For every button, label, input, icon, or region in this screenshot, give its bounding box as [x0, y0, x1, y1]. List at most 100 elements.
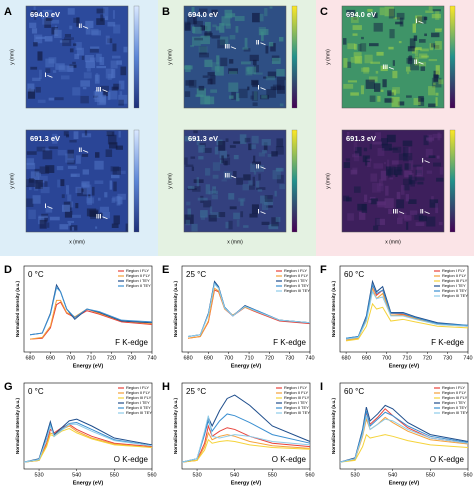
map-texture	[263, 142, 268, 151]
map-texture	[402, 140, 413, 147]
series-line	[339, 415, 469, 463]
map-texture	[204, 31, 212, 38]
map-texture	[113, 181, 117, 192]
map-texture	[243, 48, 251, 52]
map-texture	[81, 133, 92, 138]
annotation: F K-edge	[273, 338, 306, 347]
map-texture	[392, 70, 398, 79]
legend-label: Region I FLY	[126, 268, 149, 273]
map-texture	[413, 98, 421, 106]
map-texture	[86, 197, 95, 204]
map-texture	[406, 57, 416, 64]
map-texture	[400, 185, 405, 195]
legend-label: Region III TEY	[442, 410, 468, 415]
map-texture	[353, 141, 358, 151]
map-texture	[428, 6, 433, 11]
map-texture	[28, 209, 36, 220]
map-texture	[67, 149, 74, 159]
map-texture	[236, 177, 244, 185]
map-texture	[54, 29, 62, 39]
map-texture	[352, 167, 358, 174]
map-texture	[276, 80, 285, 90]
map-texture	[228, 193, 235, 200]
map-texture	[244, 37, 248, 48]
map-texture	[35, 179, 43, 189]
map-texture	[379, 7, 385, 16]
map-texture	[364, 194, 368, 203]
map-texture	[428, 86, 436, 96]
map-texture	[92, 186, 95, 196]
map-texture	[32, 195, 41, 204]
map-texture	[56, 166, 64, 171]
x-tick-label: 540	[388, 472, 397, 478]
legend-label: Region I TEY	[126, 400, 150, 405]
map-texture	[429, 199, 439, 208]
axis-label-x: x (mm)	[227, 239, 243, 245]
map-texture	[239, 134, 247, 144]
legend-label: Region III TEY	[126, 410, 152, 415]
map-texture	[69, 48, 74, 53]
map-texture	[207, 78, 213, 85]
x-tick-label: 690	[46, 355, 55, 361]
map-texture	[437, 132, 441, 141]
map-texture	[404, 163, 411, 170]
chart-title: 0 °C	[28, 270, 44, 279]
panel-letter: B	[162, 6, 170, 18]
x-tick-label: 710	[86, 355, 95, 361]
map-texture	[355, 147, 362, 157]
map-texture	[426, 170, 433, 174]
map-texture	[271, 57, 281, 64]
map-energy: 691.3 eV	[346, 134, 376, 143]
map-frame	[183, 129, 287, 233]
map-texture	[29, 178, 34, 183]
map-texture	[30, 171, 40, 180]
map-texture	[416, 166, 423, 177]
map-texture	[211, 35, 221, 39]
map-texture	[30, 66, 38, 70]
map-texture	[95, 226, 98, 229]
map-texture	[218, 140, 226, 151]
map-texture	[404, 215, 412, 221]
map-texture	[435, 65, 440, 75]
map-texture	[398, 153, 408, 161]
map-texture	[233, 171, 237, 178]
legend-label: Region III TEY	[442, 293, 468, 298]
map-texture	[389, 29, 395, 39]
map-texture	[431, 13, 441, 19]
region-pointer	[260, 87, 266, 90]
map-texture	[224, 9, 233, 19]
map-texture	[380, 89, 384, 92]
map-texture	[196, 138, 200, 146]
map-texture	[195, 94, 204, 98]
map-texture	[112, 43, 117, 52]
map-texture	[377, 148, 385, 156]
map-texture	[434, 45, 440, 49]
map-texture	[95, 89, 103, 98]
map-texture	[45, 165, 55, 173]
map-texture	[238, 197, 246, 202]
map-texture	[264, 195, 273, 202]
map-texture	[278, 36, 284, 42]
region-label: II	[78, 23, 82, 30]
map-texture	[360, 85, 364, 95]
map-image	[26, 130, 128, 232]
map-image	[342, 6, 444, 108]
map-texture	[70, 201, 74, 208]
map-texture	[68, 222, 71, 226]
map-texture	[407, 46, 415, 52]
map-texture	[209, 206, 213, 214]
panel-letter: D	[4, 264, 12, 276]
map-texture	[208, 214, 217, 222]
region-pointer	[418, 20, 424, 24]
x-tick-label: 720	[265, 355, 274, 361]
map-texture	[204, 32, 213, 36]
map-texture	[97, 197, 101, 201]
map-texture	[415, 177, 425, 181]
colorbar	[291, 129, 298, 233]
map-texture	[424, 33, 427, 37]
map-texture	[26, 179, 36, 187]
map-texture	[361, 36, 364, 40]
map-texture	[65, 134, 70, 138]
map-texture	[259, 13, 264, 22]
map-texture	[431, 77, 442, 88]
